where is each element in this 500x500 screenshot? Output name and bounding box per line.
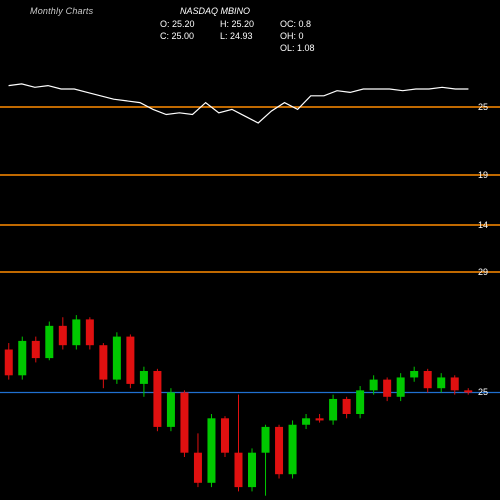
axis-label: 25 (478, 102, 488, 112)
axis-label: 14 (478, 220, 488, 230)
axis-label: 29 (478, 267, 488, 277)
chart-container: Monthly Charts NASDAQ MBINO O: 25.20 H: … (0, 0, 500, 500)
axis-label: 25 (478, 387, 488, 397)
chart-svg (0, 0, 500, 500)
axis-label: 19 (478, 170, 488, 180)
